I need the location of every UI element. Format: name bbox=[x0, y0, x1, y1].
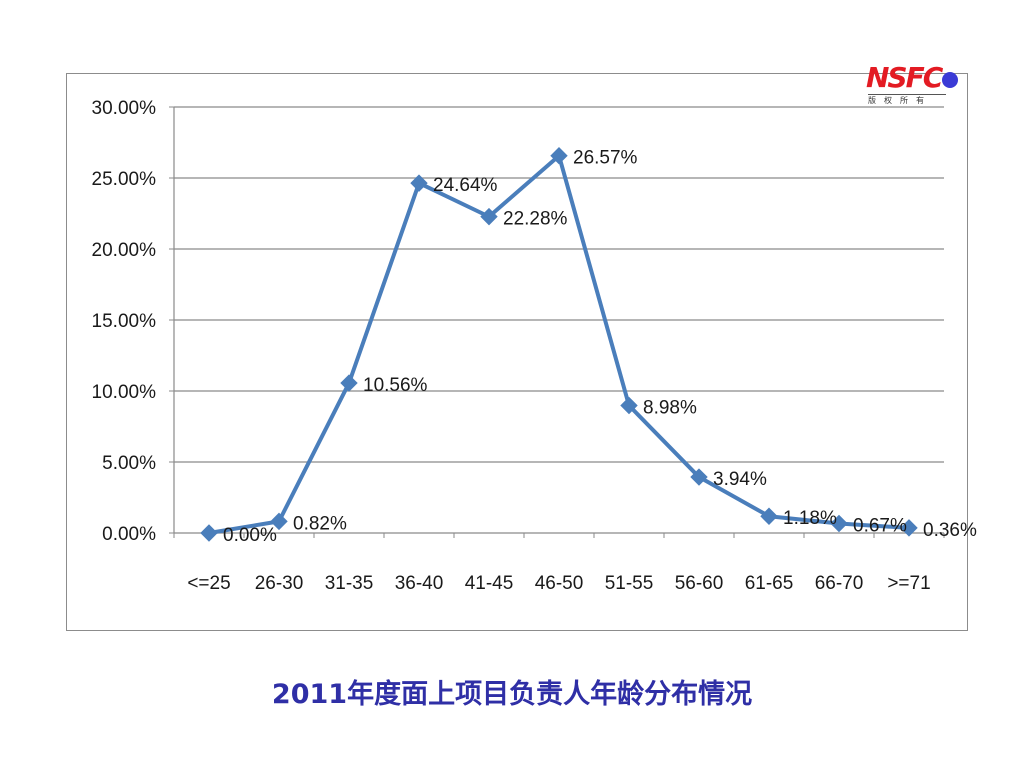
data-label: 8.98% bbox=[643, 397, 697, 418]
x-tick-label: 36-40 bbox=[395, 573, 444, 594]
x-tick-labels: <=25 26-30 31-35 36-40 41-45 46-50 51-55 56-60 6… bbox=[187, 573, 930, 594]
y-tick-label: 5.00% bbox=[102, 453, 156, 474]
data-point-marker bbox=[900, 519, 918, 537]
x-tick-label: 66-70 bbox=[815, 573, 864, 594]
y-tick-label: 30.00% bbox=[92, 98, 157, 119]
data-point-marker bbox=[690, 468, 708, 486]
x-tick-label: <=25 bbox=[187, 573, 230, 594]
data-label: 24.64% bbox=[433, 175, 498, 196]
data-label: 26.57% bbox=[573, 148, 638, 169]
data-label: 0.00% bbox=[223, 525, 277, 546]
data-label: 3.94% bbox=[713, 469, 767, 490]
logo-text: NSFC bbox=[866, 61, 943, 94]
chart-caption: 2011年度面上项目负责人年龄分布情况 bbox=[271, 679, 753, 710]
x-tick-label: >=71 bbox=[887, 573, 930, 594]
data-point-marker bbox=[620, 396, 638, 415]
data-label: 0.36% bbox=[923, 520, 977, 541]
x-tick-label: 41-45 bbox=[465, 573, 514, 594]
x-tick-label: 46-50 bbox=[535, 573, 584, 594]
y-tick-label: 25.00% bbox=[92, 169, 157, 190]
y-tick-label: 20.00% bbox=[92, 240, 157, 261]
data-labels: 0.00% 0.82% 10.56% 24.64%22.28% 26.57% 8.98% 3… bbox=[223, 148, 977, 546]
y-tick-labels: 0.00% 5.00% 10.00% 15.00% 20.00% 25.00% 30.00% bbox=[92, 98, 157, 545]
data-point-marker bbox=[550, 146, 568, 165]
data-point-marker bbox=[270, 512, 288, 531]
nsfc-logo: NSFC 版权所有 bbox=[866, 62, 962, 106]
y-tick-label: 0.00% bbox=[102, 524, 156, 545]
data-point-marker bbox=[340, 374, 358, 392]
data-label: 0.67% bbox=[853, 515, 907, 536]
data-label: 0.82% bbox=[293, 513, 347, 534]
y-tick-label: 10.00% bbox=[92, 382, 157, 403]
grid-lines bbox=[174, 106, 944, 463]
data-point-marker bbox=[410, 174, 428, 192]
data-point-marker bbox=[830, 514, 848, 533]
data-point-marker bbox=[200, 524, 218, 542]
data-point-marker bbox=[480, 207, 498, 226]
data-label: 1.18% bbox=[783, 508, 837, 529]
data-label: 10.56% bbox=[363, 375, 428, 396]
x-tick-label: 61-65 bbox=[745, 573, 794, 594]
logo-dot-icon bbox=[942, 72, 958, 88]
series-markers bbox=[200, 146, 918, 542]
x-tick-label: 51-55 bbox=[605, 573, 654, 594]
data-label: 22.28% bbox=[503, 209, 568, 230]
data-point-marker bbox=[760, 507, 778, 525]
x-tick-label: 26-30 bbox=[255, 573, 304, 594]
y-tick-label: 15.00% bbox=[92, 311, 157, 332]
logo-subtext: 版权所有 bbox=[868, 94, 946, 106]
x-tick-label: 56-60 bbox=[675, 573, 724, 594]
x-tick-label: 31-35 bbox=[325, 573, 374, 594]
axes bbox=[169, 106, 945, 538]
chart-frame bbox=[66, 73, 968, 631]
